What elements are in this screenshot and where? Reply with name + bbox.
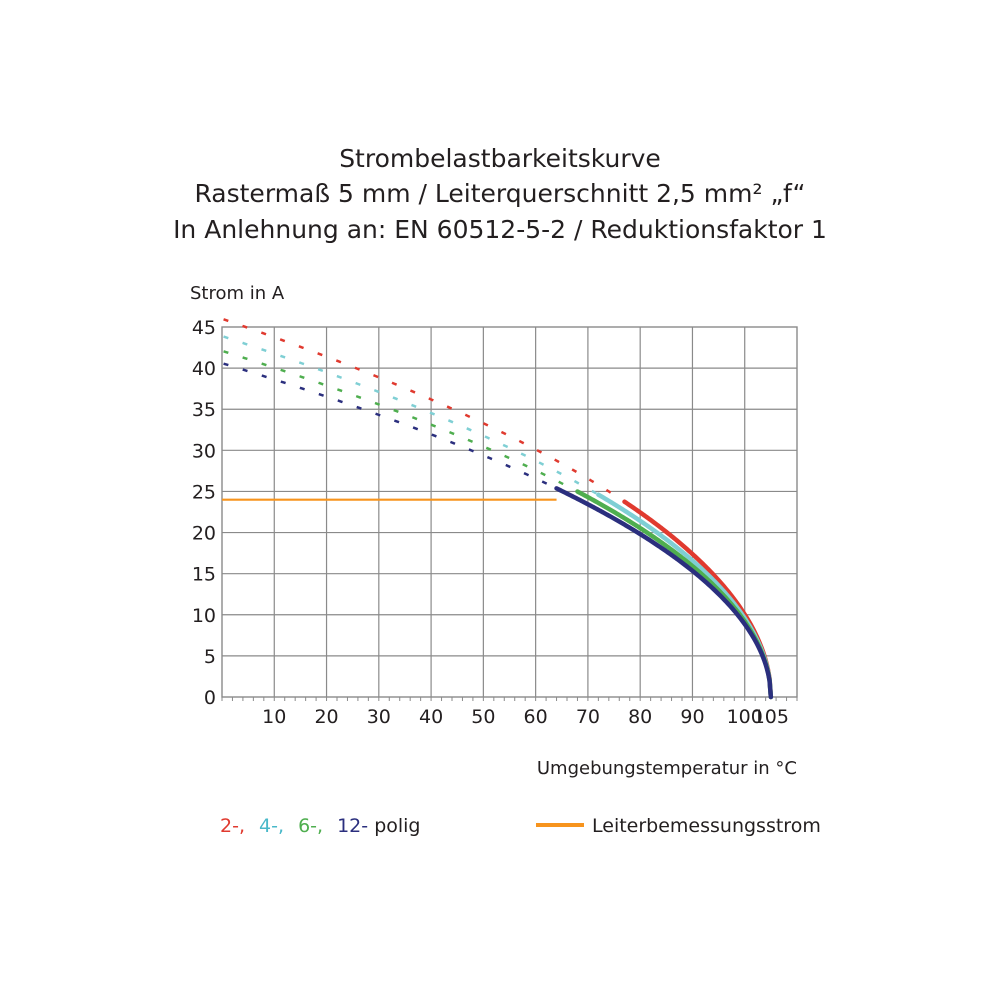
legend-6-polig: 6-, (298, 815, 324, 837)
series-legend: 2-, 4-, 6-, 12- polig (220, 815, 421, 837)
y-tick-label: 35 (192, 399, 216, 421)
x-tick-label: 105 (753, 706, 789, 728)
y-tick-label: 0 (204, 687, 216, 709)
series-12--dashed-curve (223, 362, 557, 490)
x-tick-label: 70 (576, 706, 600, 728)
x-tick-label: 40 (419, 706, 443, 728)
x-tick-label: 20 (314, 706, 338, 728)
y-tick-label: 45 (192, 317, 216, 339)
legend-reference-label: Leiterbemessungsstrom (592, 815, 821, 837)
y-tick-label: 15 (192, 564, 216, 586)
x-tick-label: 60 (524, 706, 548, 728)
chart-title-line-2: Rastermaß 5 mm / Leiterquerschnitt 2,5 m… (194, 179, 806, 208)
legend-suffix: polig (374, 815, 421, 837)
x-tick-label: 30 (367, 706, 391, 728)
y-tick-label: 10 (192, 605, 216, 627)
x-tick-label: 50 (471, 706, 495, 728)
chart-grid (221, 326, 798, 701)
series-12--solid-curve (554, 486, 774, 700)
legend-12-polig: 12- (337, 815, 369, 837)
y-tick-label: 20 (192, 523, 216, 545)
x-tick-label: 80 (628, 706, 652, 728)
y-tick-label: 40 (192, 358, 216, 380)
x-tick-label: 90 (680, 706, 704, 728)
y-tick-label: 30 (192, 440, 216, 462)
x-tick-label: 10 (262, 706, 286, 728)
legend-2-polig: 2-, (220, 815, 245, 837)
x-axis-label: Umgebungstemperatur in °C (537, 758, 797, 779)
series-6--solid-curve (575, 489, 774, 700)
y-tick-label: 25 (192, 481, 216, 503)
chart-title-line-3: In Anlehnung an: EN 60512-5-2 / Reduktio… (173, 215, 827, 244)
y-axis-label: Strom in A (190, 283, 285, 304)
chart-title-line-1: Strombelastbarkeitskurve (339, 144, 661, 173)
legend-4-polig: 4-, (259, 815, 285, 837)
reference-legend: Leiterbemessungsstrom (536, 815, 821, 837)
reference-swatch (536, 822, 584, 827)
series-6--dashed-curve (223, 350, 577, 493)
series-2--dashed-curve (223, 318, 625, 503)
chart-series (222, 318, 774, 700)
plot-frame (221, 326, 798, 698)
series-4--dashed-curve (223, 335, 598, 496)
y-tick-label: 5 (204, 646, 216, 668)
x-tick-label: 100 (727, 706, 763, 728)
